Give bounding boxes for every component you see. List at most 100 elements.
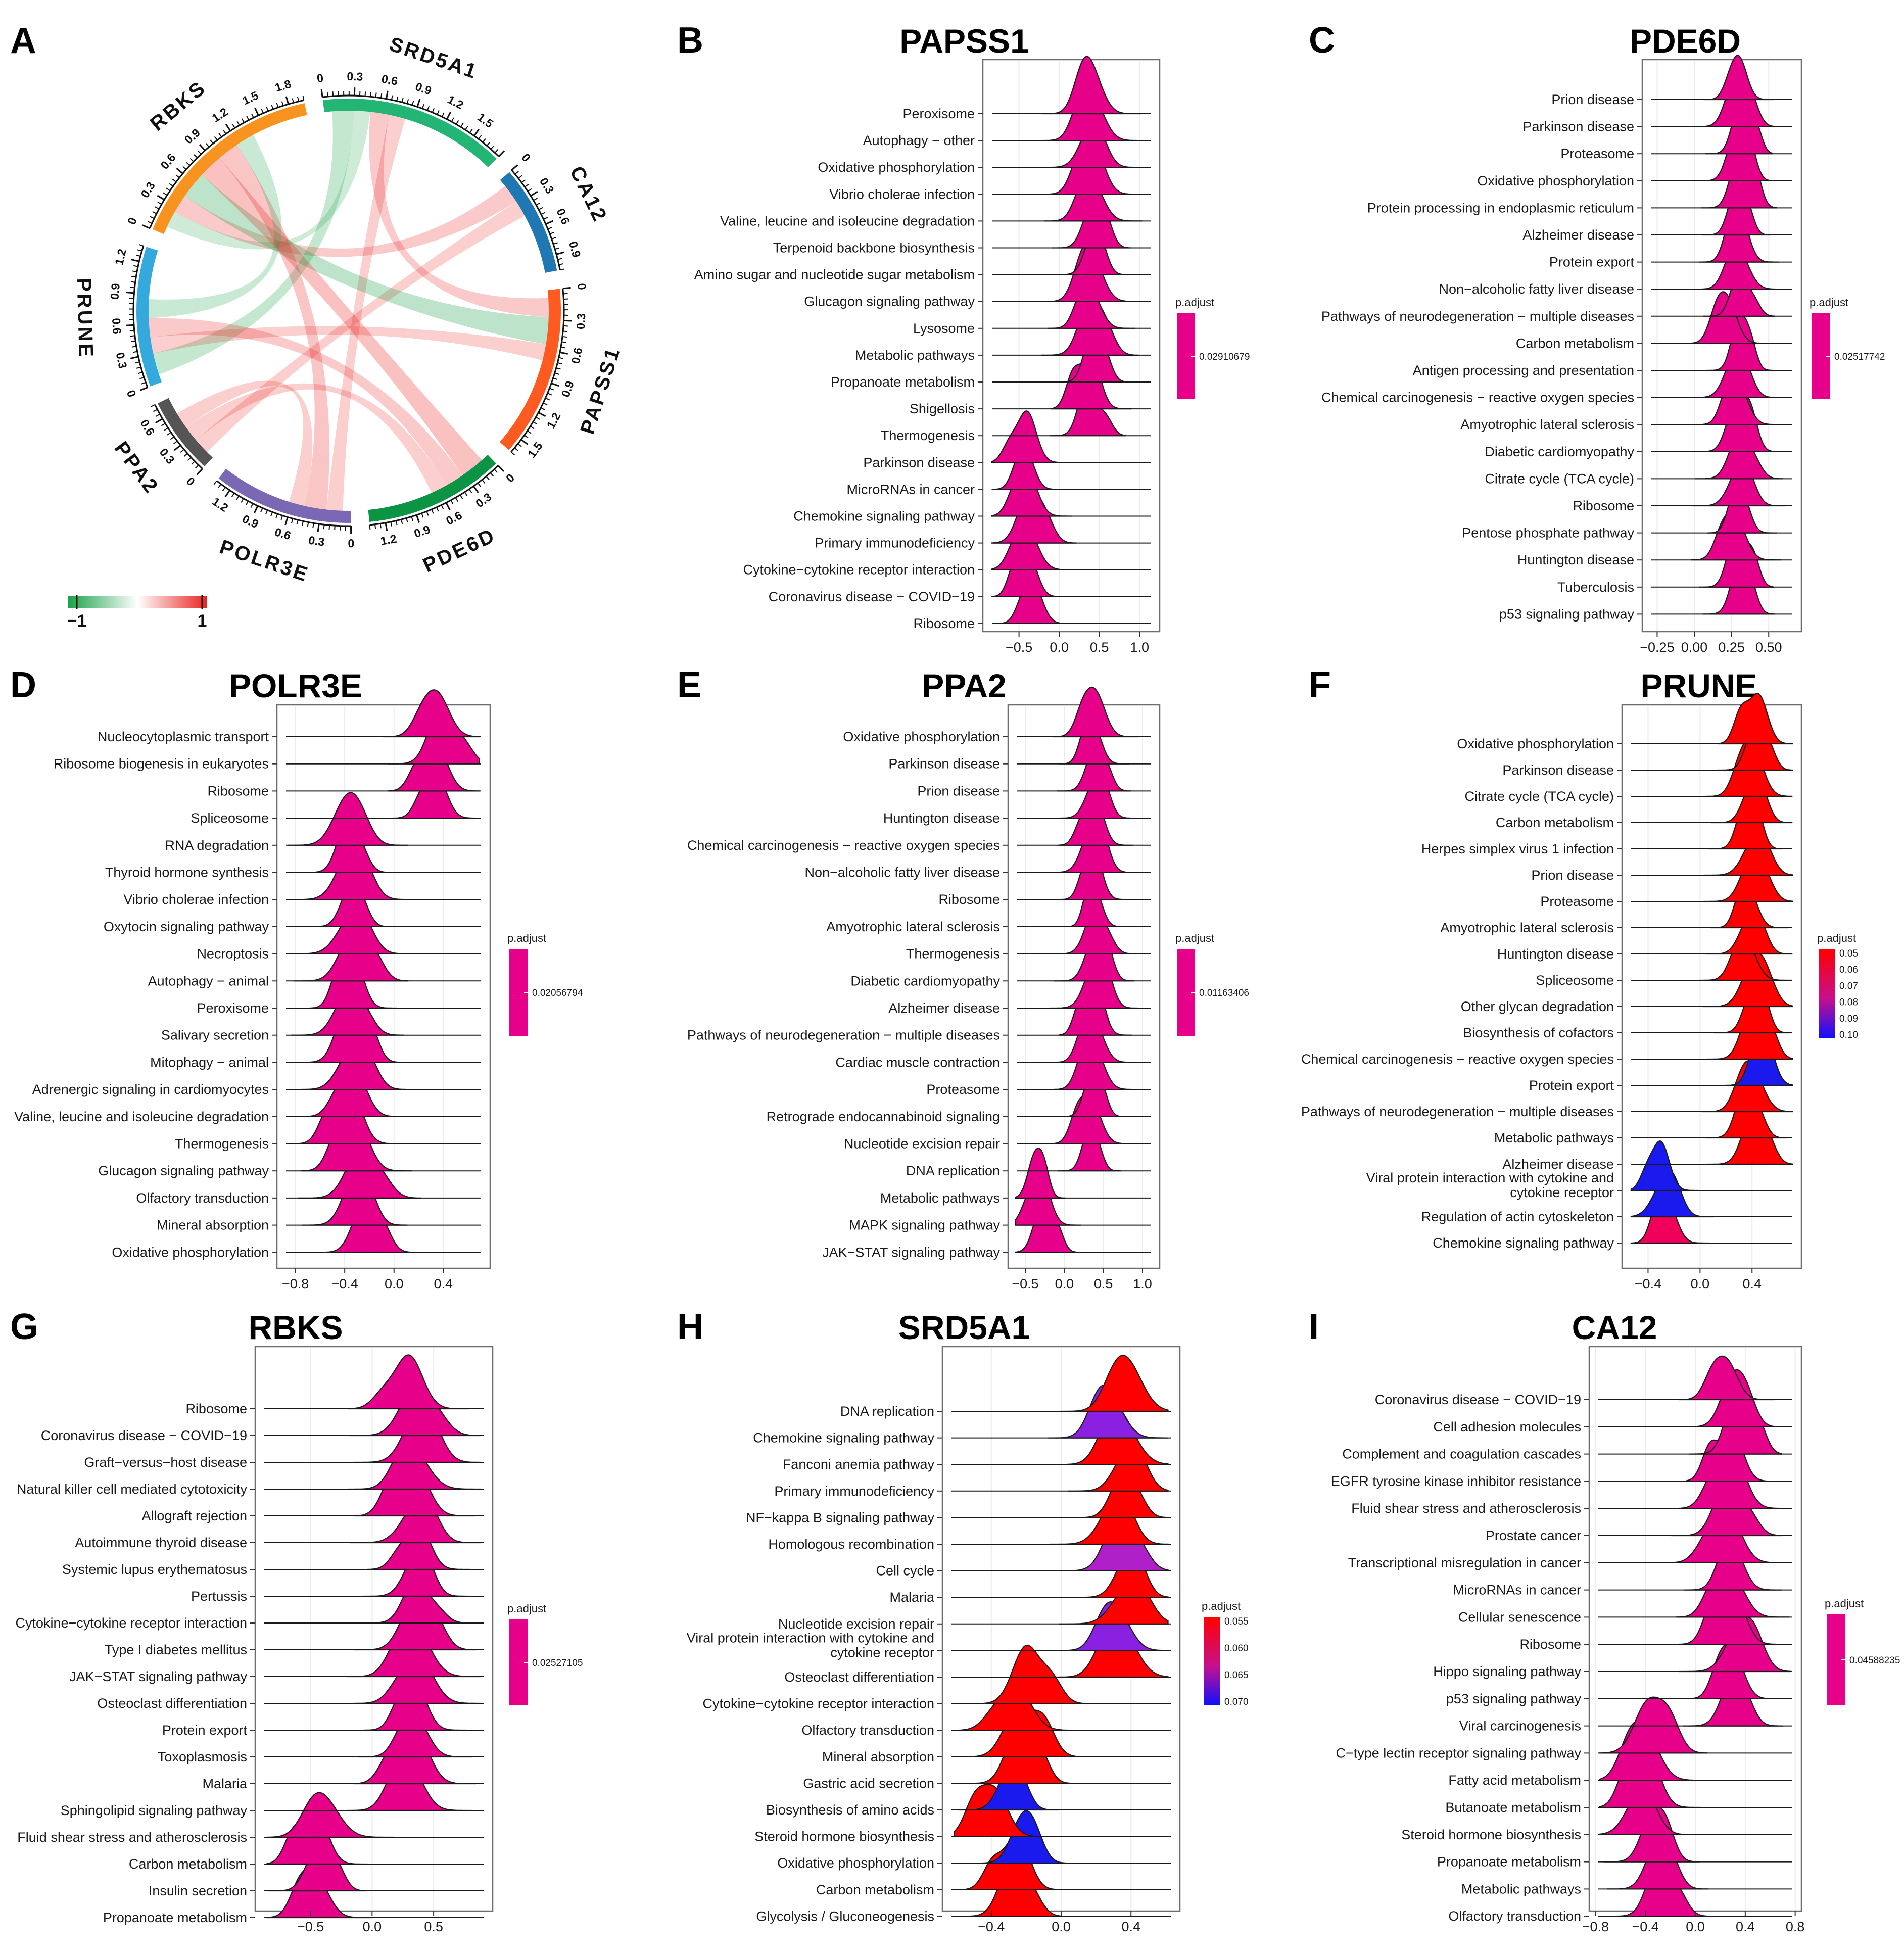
panel-f: F PRUNE Chemokine signaling pathway Regulat… (1301, 665, 1858, 1292)
sector-tick-label: 1.5 (240, 88, 260, 107)
sector-minor-tick (557, 258, 562, 260)
sector-minor-tick (266, 107, 269, 112)
sector-minor-tick (170, 436, 175, 440)
gene-label-polr3e: POLR3E (217, 536, 312, 586)
pathway-label: DNA replication (906, 1163, 1000, 1178)
pathway-label: Coronavirus disease − COVID−19 (41, 1428, 247, 1443)
panel-letter-b: B (677, 20, 703, 61)
panel-letter-g: G (10, 1307, 38, 1347)
pathway-label: EGFR tyrosine kinase inhibitor resistanc… (1331, 1473, 1581, 1489)
sector-major-tick (446, 111, 451, 120)
sector-arc (218, 468, 351, 523)
sector-tick-label: 1.2 (445, 92, 465, 112)
pathway-label: Chemokine signaling pathway (793, 509, 975, 524)
sector-minor-tick (514, 447, 518, 451)
sector-minor-tick (490, 472, 494, 477)
chord-link-ca12-rbks (167, 181, 523, 257)
pathway-label: Viral protein interaction with cytokine … (687, 1630, 934, 1660)
sector-axis (369, 465, 499, 526)
sector-major-tick (473, 129, 480, 136)
sector-major-tick (530, 190, 538, 197)
pathway-label: Alzheimer disease (888, 1000, 1000, 1016)
sector-major-tick (285, 96, 290, 105)
chord-link-polr3e-rbks (214, 138, 329, 518)
pathway-label: Butanoate metabolism (1445, 1800, 1581, 1815)
chord-link-pde6d-ppa2 (179, 383, 451, 500)
pathway-label: Shigellosis (910, 401, 975, 416)
pathway-label: Thermogenesis (175, 1136, 269, 1152)
sector-arc (368, 454, 496, 522)
x-tick-label: 0.0 (1686, 1919, 1705, 1934)
sector-minor-tick (169, 183, 174, 187)
pathway-label: Primary immunodeficiency (815, 536, 975, 551)
legend-value: 0.01163406 (1199, 988, 1249, 998)
pathway-label: Parkinson disease (888, 756, 1000, 772)
pathway-label: Lysosome (913, 321, 975, 336)
sector-arc (153, 103, 307, 234)
sector-minor-tick (406, 99, 409, 104)
ridge-density-c-type-lectin-receptor-signaling-pathway (1599, 1696, 1708, 1754)
pathway-label: Nucleocytoplasmic transport (98, 729, 269, 744)
pathway-label: Chemokine signaling pathway (753, 1430, 934, 1446)
pathway-label: Pathways of neurodegeneration − multiple… (1321, 309, 1634, 324)
sector-minor-tick (271, 105, 274, 110)
chord-link-papss1-prune (142, 326, 554, 362)
pathway-label: Cellular senescence (1458, 1609, 1581, 1625)
pathway-label: Autophagy − other (863, 133, 975, 148)
sector-minor-tick (223, 130, 226, 134)
legend-colorbar (1819, 949, 1835, 1038)
legend-value: 0.10 (1839, 1030, 1858, 1040)
ridge-density-parkinson-disease (991, 410, 1069, 463)
x-tick-label: 0.4 (1121, 1919, 1140, 1934)
pathway-label: Pertussis (191, 1589, 247, 1604)
pathway-label: Ribosome (938, 892, 1000, 907)
sector-minor-tick (198, 150, 202, 155)
legend-value: 0.09 (1839, 1014, 1858, 1024)
sector-tick-label: 0.9 (182, 126, 203, 147)
gene-label-pde6d: PDE6D (419, 524, 499, 577)
pathway-label: Proteasome (1560, 146, 1634, 161)
x-tick-label: 0.25 (1718, 640, 1745, 655)
sector-minor-tick (210, 139, 214, 144)
pathway-label: Ribosome (185, 1401, 247, 1416)
pathway-label: Nucleotide excision repair (778, 1616, 934, 1632)
sector-minor-tick (390, 521, 393, 527)
sector-minor-tick (490, 145, 495, 150)
legend-title: p.adjust (507, 1602, 546, 1615)
legend-title: p.adjust (1817, 932, 1856, 944)
ridge-density-oxidative-phosphorylation (1718, 693, 1793, 745)
sector-minor-tick (161, 423, 166, 426)
pathway-label: Metabolic pathways (880, 1190, 1000, 1206)
sector-minor-tick (148, 221, 153, 224)
pathway-label: Propanoate metabolism (103, 1910, 247, 1925)
sector-tick-label: 0 (348, 537, 354, 550)
sector-minor-tick (421, 513, 424, 518)
pathway-label: Carbon metabolism (129, 1856, 247, 1872)
pathway-label: Thermogenesis (906, 946, 1000, 962)
pathway-label: Parkinson disease (1522, 119, 1634, 134)
x-tick-label: 0.0 (385, 1276, 404, 1292)
sector-minor-tick (527, 188, 532, 192)
sector-major-tick (155, 418, 163, 424)
sector-minor-tick (478, 135, 482, 139)
sector-minor-tick (560, 346, 565, 349)
sector-major-tick (196, 468, 203, 475)
pathway-label: JAK−STAT signaling pathway (69, 1669, 247, 1684)
panel-title: PDE6D (1630, 22, 1741, 60)
sector-major-tick (416, 99, 421, 107)
sector-minor-tick (441, 505, 444, 510)
panel-d: D POLR3E Oxidative phosphorylation Mineral … (10, 665, 583, 1292)
pathway-label: Glucagon signaling pathway (804, 294, 975, 309)
sector-minor-tick (541, 212, 546, 215)
pathway-label: Chemical carcinogenesis − reactive oxyge… (1301, 1052, 1614, 1067)
pathway-label: Oxytocin signaling pathway (104, 919, 269, 934)
gene-label-srd5a1: SRD5A1 (387, 33, 481, 83)
panel-e: E PPA2 JAK−STAT signaling pathway MAPK sign… (677, 665, 1249, 1292)
sector-minor-tick (543, 217, 548, 220)
sector-minor-tick (270, 512, 273, 517)
sector-major-tick (139, 387, 148, 391)
sector-minor-tick (241, 118, 245, 123)
sector-minor-tick (426, 511, 429, 516)
pathway-label: Autoimmune thyroid disease (75, 1535, 247, 1550)
sector-minor-tick (557, 362, 562, 365)
